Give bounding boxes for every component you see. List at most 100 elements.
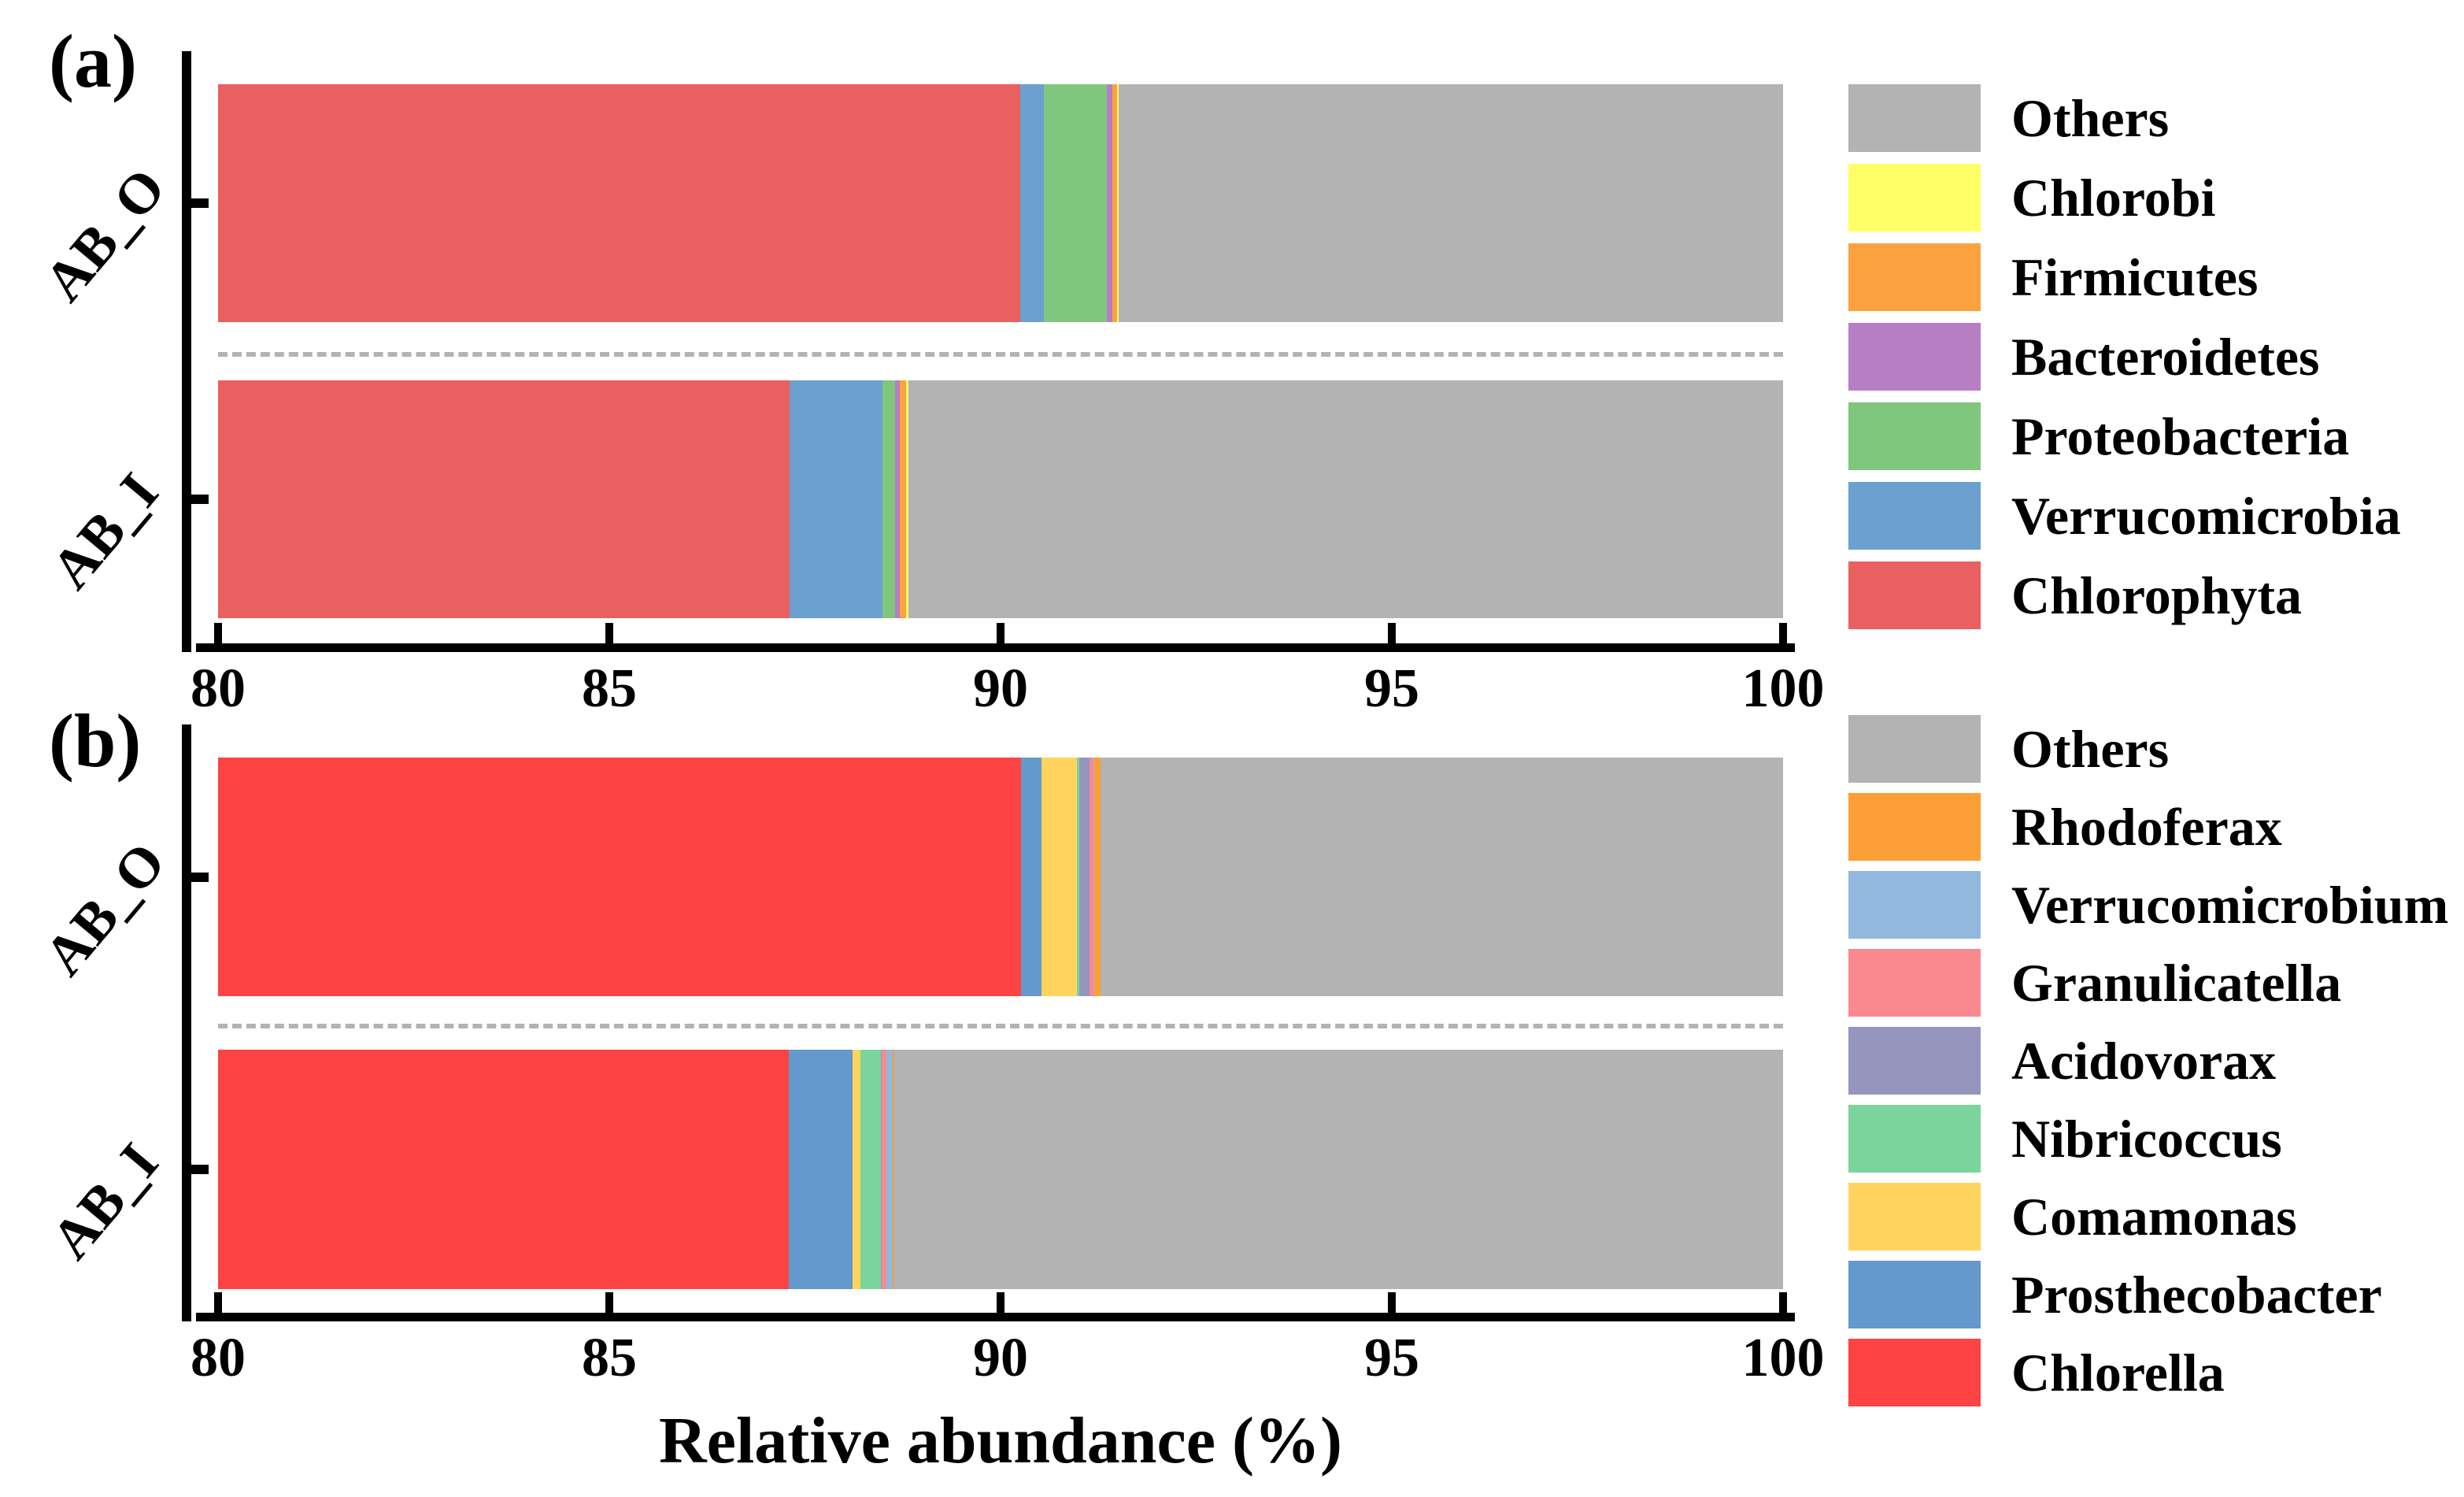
bar-segment-bacteroidetes: [1107, 84, 1113, 322]
legend-swatch-chlorophyta: [1848, 561, 1981, 629]
bar-segment-granulicatella: [881, 1050, 886, 1289]
x-tick-label: 100: [1741, 1328, 1825, 1388]
bar-segment-comamonas: [1041, 758, 1078, 996]
legend-swatch-comamonas: [1848, 1183, 1981, 1251]
x-tick-label: 85: [582, 658, 637, 719]
bar-segment-chlorobi: [1117, 84, 1119, 322]
legend-swatch-proteobacteria: [1848, 402, 1981, 470]
bar-segment-proteobacteria: [1043, 84, 1108, 322]
category-label-ab_o: AB_O: [31, 830, 178, 987]
x-tick-label: 80: [191, 1328, 246, 1388]
legend-label-proteobacteria: Proteobacteria: [2011, 406, 2350, 466]
category-label-ab_i: AB_I: [39, 461, 171, 601]
panel-letter-b: (b): [49, 698, 142, 783]
legend-label-verrucomicrobia: Verrucomicrobia: [2011, 486, 2401, 546]
bar-ab_i: [218, 380, 1783, 618]
bar-segment-rhodoferax: [1094, 758, 1101, 996]
legend-swatch-verrucomicrobium: [1848, 871, 1981, 939]
bar-segment-firmicutes: [1112, 84, 1118, 322]
bar-segment-verrucomicrobium: [886, 1050, 893, 1289]
bar-segment-bacteroidetes: [894, 380, 900, 618]
bar-ab_o: [218, 758, 1783, 996]
legend-swatch-others: [1848, 84, 1981, 152]
bar-segment-nibricoccus: [1077, 758, 1080, 996]
bar-ab_i: [218, 1050, 1783, 1289]
bar-segment-chlorophyta: [218, 380, 790, 618]
legend-label-bacteroidetes: Bacteroidetes: [2011, 327, 2320, 387]
legend-swatch-chlorella: [1848, 1339, 1981, 1406]
x-tick: [605, 1292, 613, 1313]
bar-segment-chlorella: [218, 758, 1021, 996]
legend-label-chlorobi: Chlorobi: [2011, 168, 2216, 228]
x-axis-title: Relative abundance (%): [659, 1404, 1342, 1477]
x-tick-label: 90: [973, 658, 1028, 719]
y-tick: [191, 198, 209, 208]
bar-segment-acidovorax: [1079, 758, 1090, 996]
legend-label-acidovorax: Acidovorax: [2011, 1031, 2277, 1091]
category-label-ab_i: AB_I: [39, 1131, 171, 1271]
legend-label-chlorella: Chlorella: [2011, 1343, 2225, 1403]
x-tick-label: 100: [1741, 658, 1825, 719]
x-tick-label: 90: [973, 1328, 1028, 1388]
legend-swatch-chlorobi: [1848, 164, 1981, 232]
legend-swatch-bacteroidetes: [1848, 323, 1981, 391]
bar-segment-others: [893, 1050, 1783, 1289]
bar-segment-verrucomicrobia: [1019, 84, 1044, 322]
y-tick: [191, 495, 209, 504]
legend-label-nibricoccus: Nibricoccus: [2011, 1109, 2282, 1169]
legend-swatch-firmicutes: [1848, 243, 1981, 311]
x-tick: [1779, 623, 1787, 643]
bar-segment-verrucomicrobia: [789, 380, 882, 618]
x-tick: [1779, 1292, 1787, 1313]
legend-swatch-nibricoccus: [1848, 1105, 1981, 1173]
bar-segment-granulicatella: [1090, 758, 1094, 996]
bar-segment-nibricoccus: [860, 1050, 881, 1289]
x-tick: [997, 623, 1004, 643]
bar-separator: [218, 352, 1783, 357]
bar-segment-prosthecobacter: [788, 1050, 853, 1289]
bar-segment-verrucomicrobium: [1093, 758, 1095, 996]
bar-segment-comamonas: [853, 1050, 861, 1289]
y-tick: [191, 1165, 209, 1174]
x-tick: [605, 623, 613, 643]
bar-segment-chlorobi: [905, 380, 908, 618]
x-tick: [1388, 623, 1396, 643]
bar-segment-firmicutes: [899, 380, 906, 618]
panel-letter-a: (a): [49, 19, 137, 103]
bar-segment-others: [1119, 84, 1783, 322]
legend-label-others: Others: [2011, 88, 2170, 148]
x-tick-label: 85: [582, 1328, 637, 1388]
legend-swatch-rhodoferax: [1848, 793, 1981, 861]
x-tick: [214, 623, 222, 643]
legend-swatch-granulicatella: [1848, 949, 1981, 1017]
bar-segment-proteobacteria: [882, 380, 895, 618]
y-tick: [191, 872, 209, 882]
bar-segment-chlorella: [218, 1050, 789, 1289]
y-axis-spine: [182, 51, 191, 652]
bar-segment-rhodoferax: [892, 1050, 894, 1289]
x-tick: [214, 1292, 222, 1313]
x-tick: [997, 1292, 1004, 1313]
legend-label-verrucomicrobium: Verrucomicrobium: [2011, 875, 2449, 935]
x-axis-line: [196, 643, 1795, 652]
bar-segment-others: [1101, 758, 1783, 996]
legend-label-prosthecobacter: Prosthecobacter: [2011, 1265, 2382, 1325]
category-label-ab_o: AB_O: [31, 156, 178, 313]
x-tick-label: 95: [1364, 1328, 1419, 1388]
legend-label-firmicutes: Firmicutes: [2011, 247, 2259, 307]
legend-swatch-acidovorax: [1848, 1027, 1981, 1095]
legend-label-others: Others: [2011, 719, 2170, 779]
legend-swatch-verrucomicrobia: [1848, 482, 1981, 550]
legend-swatch-others: [1848, 715, 1981, 783]
y-axis-spine: [182, 724, 191, 1321]
x-tick: [1388, 1292, 1396, 1313]
legend-label-chlorophyta: Chlorophyta: [2011, 565, 2303, 625]
bar-segment-acidovorax: [880, 1050, 882, 1289]
bar-segment-others: [908, 380, 1783, 618]
legend-label-rhodoferax: Rhodoferax: [2011, 797, 2282, 857]
legend-label-granulicatella: Granulicatella: [2011, 953, 2342, 1013]
bar-separator: [218, 1024, 1783, 1028]
x-axis-line: [196, 1313, 1795, 1321]
bar-segment-prosthecobacter: [1020, 758, 1041, 996]
